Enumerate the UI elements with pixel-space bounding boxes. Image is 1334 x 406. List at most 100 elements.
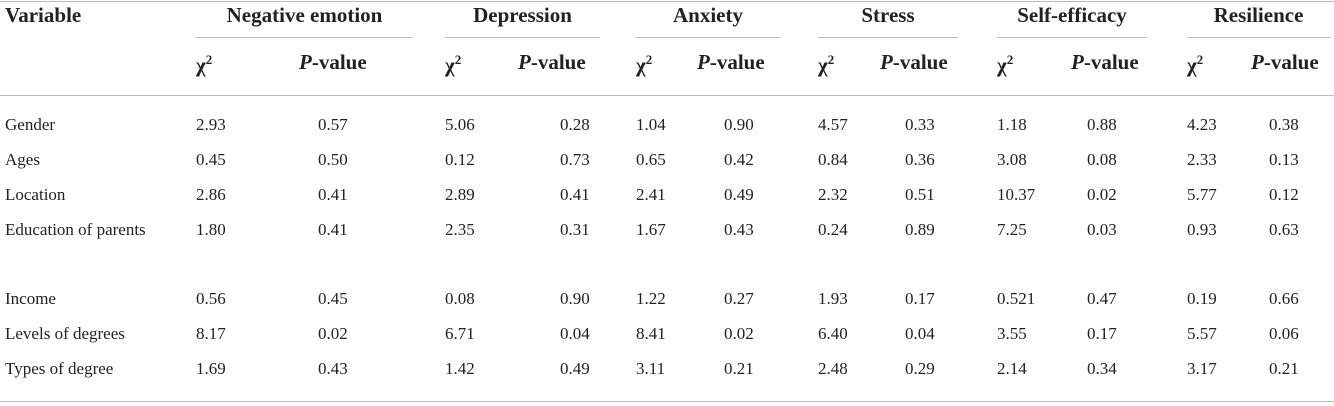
cell: 3.55 <box>997 324 1027 343</box>
cell: 0.28 <box>560 115 590 134</box>
cell: 6.71 <box>445 324 475 343</box>
cell: 2.86 <box>196 185 226 204</box>
group-header: Self-efficacy <box>1017 3 1127 27</box>
group-header: Stress <box>861 3 915 27</box>
row-label: Levels of degrees <box>5 324 125 343</box>
row-label: Location <box>5 185 66 204</box>
cell: 0.521 <box>997 289 1036 308</box>
cell: 6.40 <box>818 324 848 343</box>
chi-header: χ2 <box>445 48 461 77</box>
cell: 0.84 <box>818 150 848 169</box>
cell: 0.08 <box>445 289 475 308</box>
cell: 0.57 <box>318 115 348 134</box>
p-italic: P <box>299 50 312 74</box>
p-header: P-value <box>518 50 586 74</box>
cell: 0.90 <box>724 115 754 134</box>
p-italic: P <box>880 50 893 74</box>
cell: 5.57 <box>1187 324 1217 343</box>
header-rule <box>0 95 1334 96</box>
cell: 0.03 <box>1087 220 1117 239</box>
bottom-rule <box>0 401 1334 402</box>
cell: 0.02 <box>724 324 754 343</box>
group-header: Resilience <box>1213 3 1304 27</box>
cell: 0.36 <box>905 150 935 169</box>
cell: 2.93 <box>196 115 226 134</box>
cell: 0.06 <box>1269 324 1299 343</box>
cell: 4.57 <box>818 115 848 134</box>
cell: 0.38 <box>1269 115 1299 134</box>
cell: 0.34 <box>1087 359 1117 378</box>
cell: 2.35 <box>445 220 475 239</box>
cell: 0.89 <box>905 220 935 239</box>
cell: 2.89 <box>445 185 475 204</box>
group-header: Negative emotion <box>226 3 383 27</box>
chi-symbol: χ <box>1187 53 1197 77</box>
cell: 0.21 <box>1269 359 1299 378</box>
cell: 8.41 <box>636 324 666 343</box>
p-italic: P <box>1071 50 1084 74</box>
p-italic: P <box>1251 50 1264 74</box>
chi-header: χ2 <box>196 48 212 77</box>
cell: 0.17 <box>905 289 935 308</box>
cell: 0.41 <box>560 185 590 204</box>
cell: 7.25 <box>997 220 1027 239</box>
cell: 0.47 <box>1087 289 1117 308</box>
cell: 1.18 <box>997 115 1027 134</box>
row-label: Education of parents <box>5 220 146 239</box>
row-label: Ages <box>5 150 40 169</box>
cell: 0.21 <box>724 359 754 378</box>
cell: 0.66 <box>1269 289 1299 308</box>
cell: 0.17 <box>1087 324 1117 343</box>
p-rest: -value <box>892 50 948 74</box>
cell: 0.24 <box>818 220 848 239</box>
row-label: Gender <box>5 115 56 134</box>
cell: 0.08 <box>1087 150 1117 169</box>
p-header: P-value <box>880 50 948 74</box>
p-italic: P <box>697 50 710 74</box>
variable-header: Variable <box>5 3 82 27</box>
cell: 10.37 <box>997 185 1036 204</box>
cell: 1.69 <box>196 359 226 378</box>
cell: 0.73 <box>560 150 590 169</box>
cell: 3.11 <box>636 359 666 378</box>
cell: 0.29 <box>905 359 935 378</box>
chi-sup: 2 <box>454 52 462 67</box>
p-header: P-value <box>697 50 765 74</box>
p-header: P-value <box>1071 50 1139 74</box>
cell: 0.12 <box>1269 185 1299 204</box>
chi-header: χ2 <box>1187 48 1203 77</box>
cell: 0.19 <box>1187 289 1217 308</box>
cell: 0.45 <box>196 150 226 169</box>
cell: 1.04 <box>636 115 666 134</box>
chi-header: χ2 <box>997 48 1013 77</box>
cell: 8.17 <box>196 324 226 343</box>
cell: 1.67 <box>636 220 666 239</box>
cell: 3.17 <box>1187 359 1217 378</box>
group-rule <box>636 37 780 38</box>
group-rule <box>818 37 958 38</box>
cell: 1.80 <box>196 220 226 239</box>
cell: 0.31 <box>560 220 590 239</box>
chi-header: χ2 <box>818 48 834 77</box>
group-rule <box>445 37 600 38</box>
cell: 0.50 <box>318 150 348 169</box>
p-rest: -value <box>311 50 367 74</box>
cell: 0.41 <box>318 185 348 204</box>
cell: 2.33 <box>1187 150 1217 169</box>
group-rule <box>997 37 1147 38</box>
top-rule <box>0 1 1334 2</box>
cell: 3.08 <box>997 150 1027 169</box>
cell: 0.33 <box>905 115 935 134</box>
p-italic: P <box>518 50 531 74</box>
cell: 2.48 <box>818 359 848 378</box>
cell: 0.45 <box>318 289 348 308</box>
cell: 0.90 <box>560 289 590 308</box>
chi-symbol: χ <box>445 53 455 77</box>
p-header: P-value <box>1251 50 1319 74</box>
cell: 0.42 <box>724 150 754 169</box>
cell: 0.63 <box>1269 220 1299 239</box>
cell: 1.93 <box>818 289 848 308</box>
cell: 0.13 <box>1269 150 1299 169</box>
cell: 0.43 <box>318 359 348 378</box>
